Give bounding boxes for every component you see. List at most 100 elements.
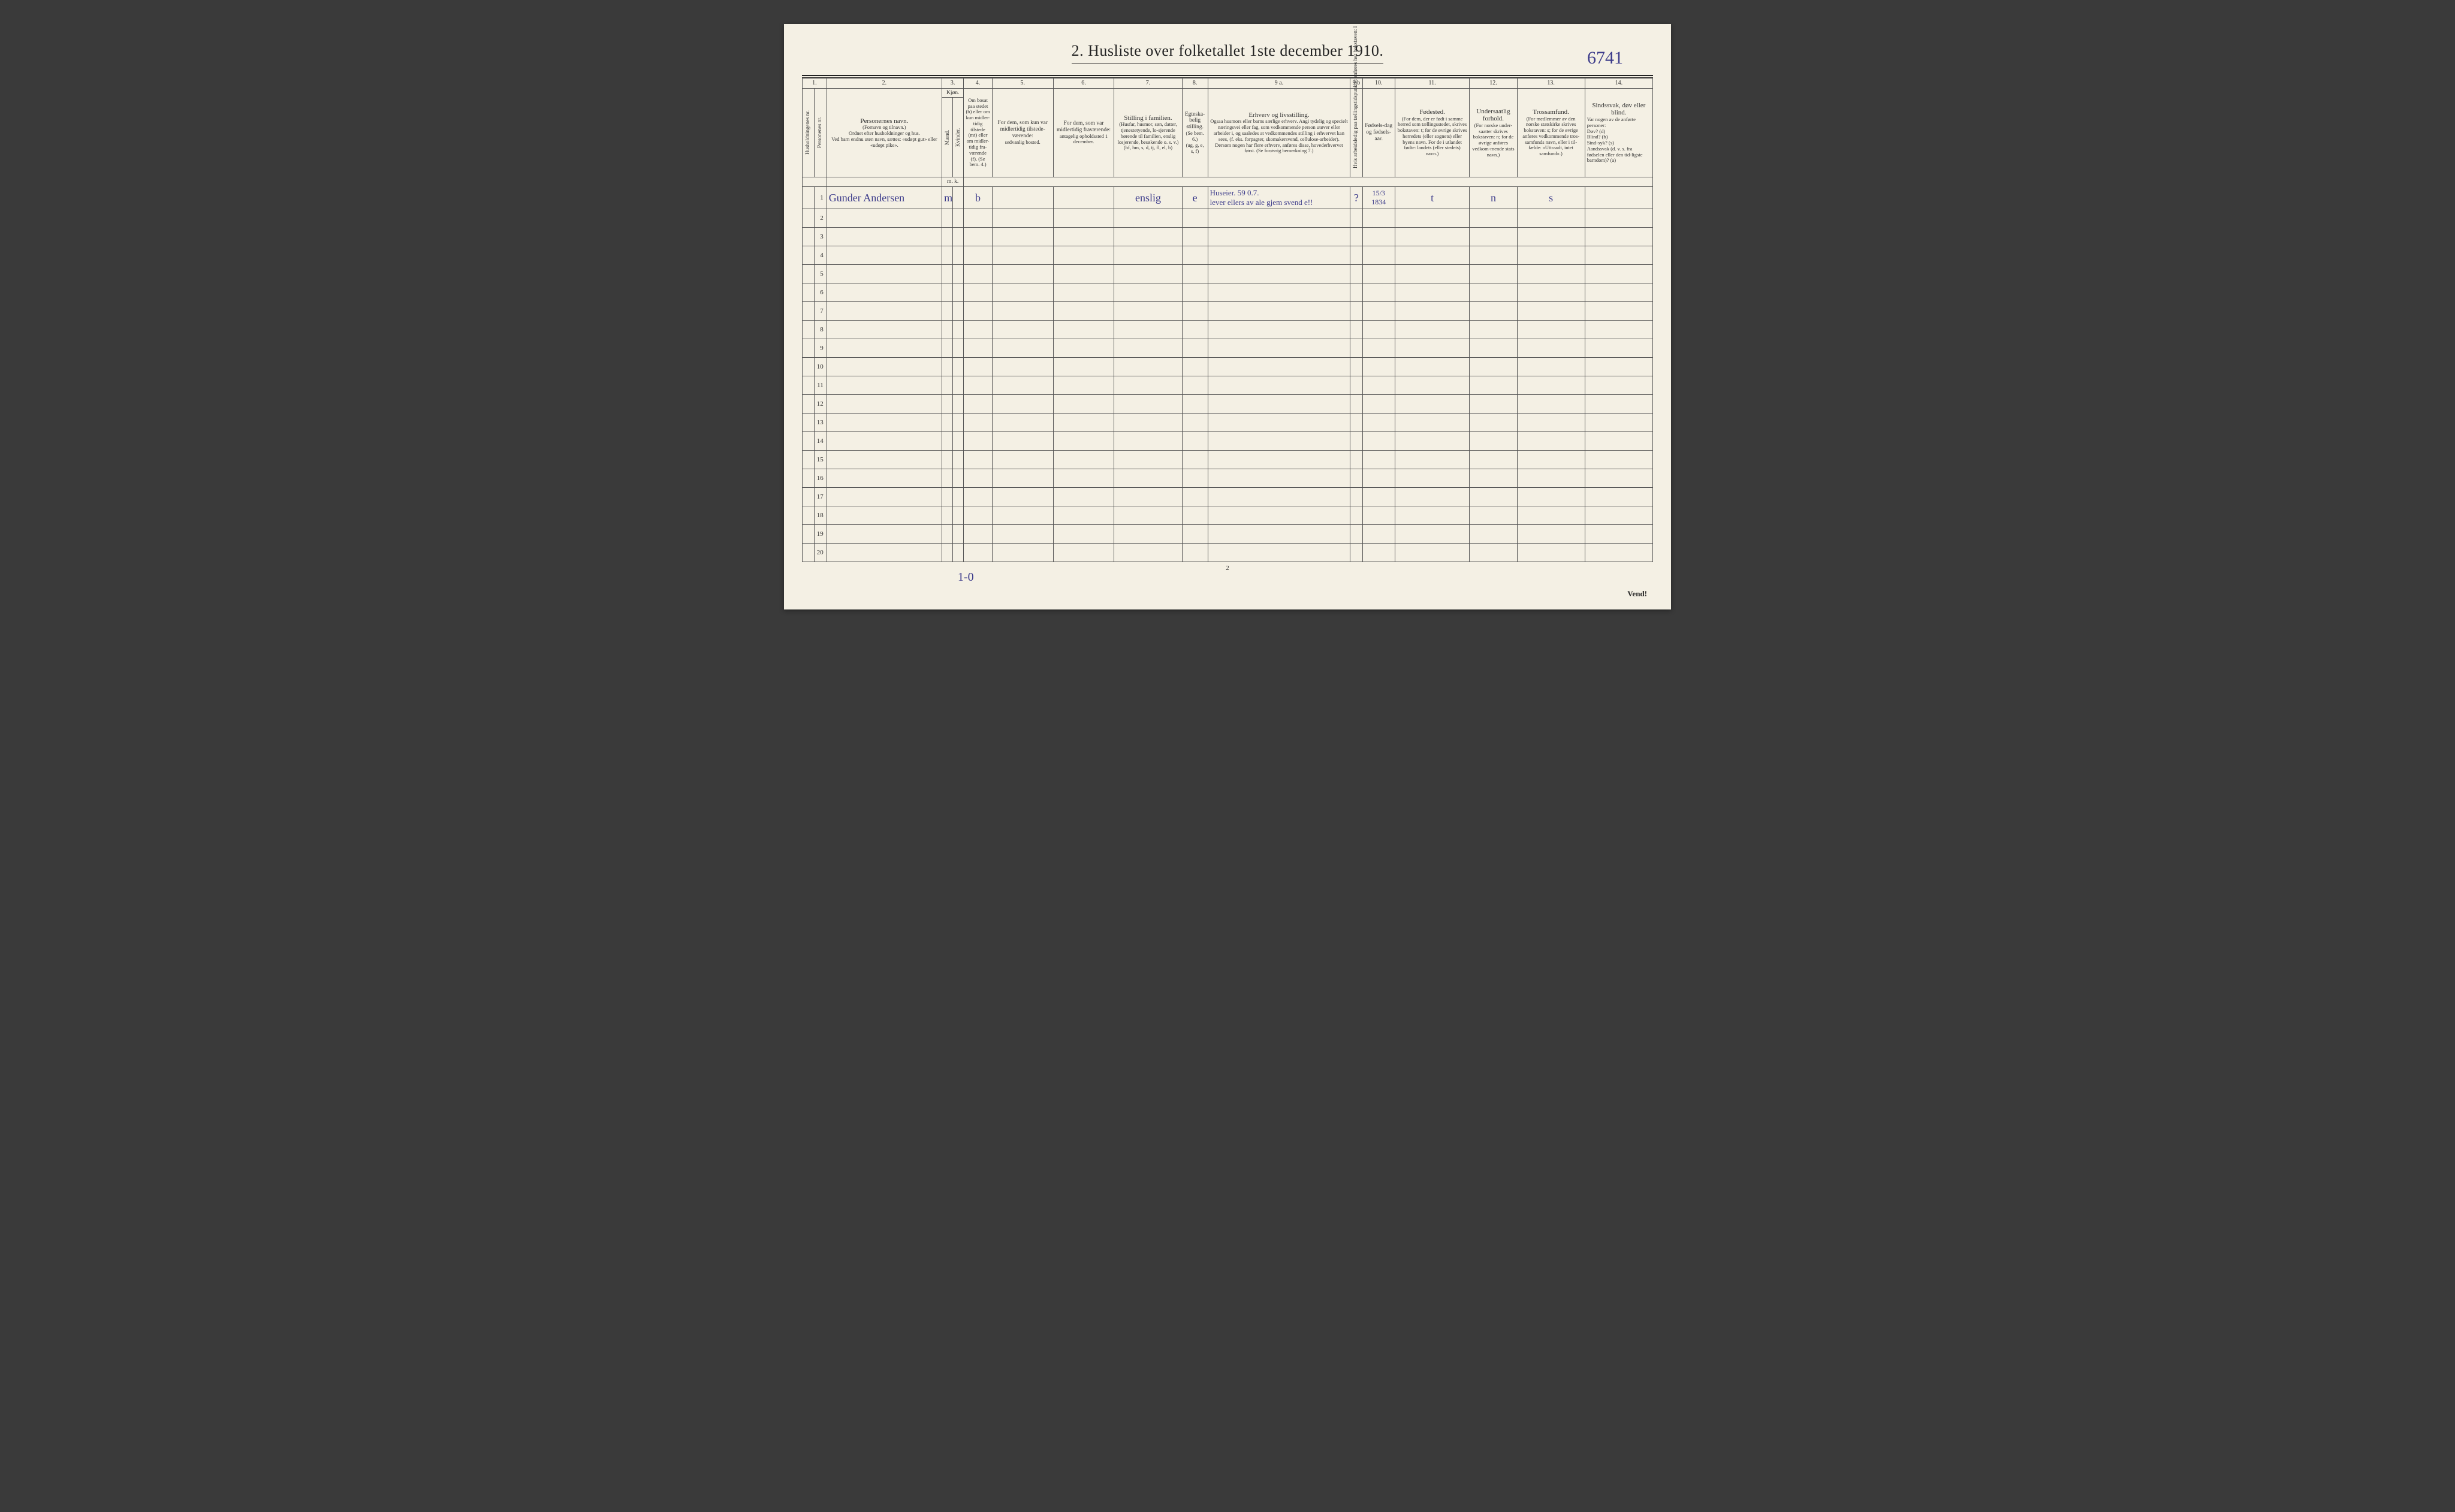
table-cell (1182, 339, 1208, 358)
table-cell (1350, 432, 1362, 451)
table-cell: 15 (815, 451, 827, 469)
footer-vend: Vend! (1627, 589, 1647, 599)
colnum-12: 12. (1470, 79, 1517, 89)
table-cell (964, 469, 993, 488)
table-cell (953, 302, 964, 321)
table-cell (1362, 283, 1395, 302)
table-cell (1585, 488, 1652, 506)
table-cell: 7 (815, 302, 827, 321)
table-cell (953, 358, 964, 376)
table-cell (827, 265, 942, 283)
table-cell (1350, 228, 1362, 246)
table-cell (803, 339, 815, 358)
table-cell (1114, 544, 1182, 562)
table-cell (1395, 525, 1469, 544)
table-cell (1470, 265, 1517, 283)
colnum-3: 3. (942, 79, 964, 89)
hdr-col7-sub: (Husfar, husmor, søn, datter, tjenestety… (1116, 122, 1180, 151)
table-cell (1053, 414, 1114, 432)
table-cell (1395, 395, 1469, 414)
table-cell (953, 451, 964, 469)
hdr-col9a-sub: Ogsaa husmors eller barns særlige erhver… (1210, 119, 1349, 154)
table-cell (964, 376, 993, 395)
table-cell (1517, 283, 1585, 302)
table-cell (953, 321, 964, 339)
table-cell (942, 506, 953, 525)
hdr-midlertidig-tilstede: For dem, som kun var midlertidig tilsted… (992, 88, 1053, 177)
table-cell (1470, 395, 1517, 414)
table-cell (827, 525, 942, 544)
table-cell (1470, 506, 1517, 525)
table-cell (1517, 451, 1585, 469)
table-cell (964, 246, 993, 265)
table-cell (1053, 488, 1114, 506)
table-cell (1053, 376, 1114, 395)
hdr-fodselsdag: Fødsels-dag og fødsels-aar. (1362, 88, 1395, 177)
header-row-mk: m. k. (803, 177, 1653, 187)
table-cell (1362, 395, 1395, 414)
colnum-10: 10. (1362, 79, 1395, 89)
table-cell (803, 209, 815, 228)
table-cell: s (1517, 187, 1585, 209)
table-cell (942, 395, 953, 414)
table-cell (992, 395, 1053, 414)
table-cell (1053, 469, 1114, 488)
table-cell (1585, 187, 1652, 209)
table-cell (1350, 395, 1362, 414)
colnum-7: 7. (1114, 79, 1182, 89)
table-cell (1114, 414, 1182, 432)
table-cell (827, 506, 942, 525)
table-cell (953, 432, 964, 451)
table-cell (942, 358, 953, 376)
table-cell (1470, 246, 1517, 265)
table-cell (827, 358, 942, 376)
table-cell (992, 414, 1053, 432)
table-cell (1470, 544, 1517, 562)
table-cell (1053, 432, 1114, 451)
table-cell (992, 302, 1053, 321)
table-cell (803, 228, 815, 246)
table-cell (964, 414, 993, 432)
table-cell (1585, 544, 1652, 562)
table-cell: n (1470, 187, 1517, 209)
table-cell (1053, 339, 1114, 358)
census-form-page: 6741 2. Husliste over folketallet 1ste d… (784, 24, 1671, 609)
table-cell (803, 544, 815, 562)
hdr-arbeidsledig: Hvis arbeidsledig paa tællingstidspunkte… (1352, 94, 1359, 171)
table-cell (953, 469, 964, 488)
table-cell (1350, 451, 1362, 469)
table-cell (953, 395, 964, 414)
colnum-9a: 9 a. (1208, 79, 1350, 89)
table-cell (803, 469, 815, 488)
table-cell (1114, 451, 1182, 469)
table-cell (1470, 376, 1517, 395)
table-cell (827, 302, 942, 321)
table-cell (1395, 321, 1469, 339)
table-cell (1053, 321, 1114, 339)
hdr-col6-title: For dem, som var midlertidig fraværende: (1055, 120, 1112, 134)
table-cell (827, 432, 942, 451)
table-cell (1208, 544, 1350, 562)
table-cell (1585, 228, 1652, 246)
table-cell (803, 432, 815, 451)
table-cell (1208, 209, 1350, 228)
table-cell (1517, 525, 1585, 544)
table-cell (1585, 246, 1652, 265)
table-cell (964, 339, 993, 358)
table-cell (1585, 395, 1652, 414)
table-cell: t (1395, 187, 1469, 209)
table-cell (942, 283, 953, 302)
table-cell (827, 246, 942, 265)
table-cell (1585, 525, 1652, 544)
hdr-col14-title: Sindssvak, døv eller blind. (1587, 102, 1651, 117)
table-cell (1350, 414, 1362, 432)
table-cell: 3 (815, 228, 827, 246)
table-cell (953, 339, 964, 358)
table-cell (1517, 246, 1585, 265)
table-cell (1182, 451, 1208, 469)
table-cell (1114, 506, 1182, 525)
table-cell (1114, 283, 1182, 302)
table-cell: 12 (815, 395, 827, 414)
table-cell (803, 302, 815, 321)
table-cell (1208, 395, 1350, 414)
